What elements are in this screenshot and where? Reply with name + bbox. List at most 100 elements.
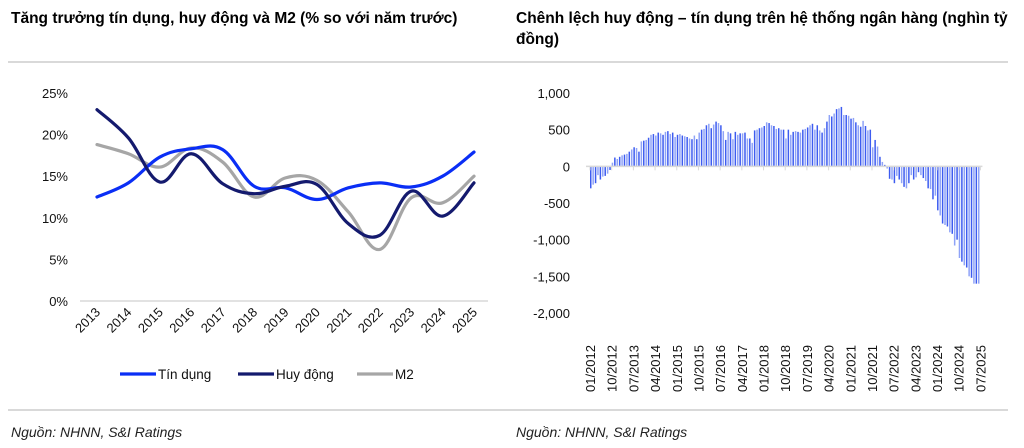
bar — [614, 157, 616, 167]
bar — [777, 128, 780, 167]
y-tick-label: -2,000 — [533, 306, 570, 321]
bar — [917, 166, 920, 173]
bar — [630, 149, 633, 167]
bar — [746, 138, 749, 167]
bar — [934, 166, 937, 196]
bar — [806, 127, 809, 167]
y-tick-label: -1,500 — [533, 269, 570, 284]
bar — [659, 133, 662, 167]
bar — [893, 166, 896, 184]
bar — [768, 123, 770, 167]
bar — [802, 129, 804, 167]
x-tick-label: 04/2023 — [908, 345, 923, 392]
bar — [910, 166, 913, 176]
bar — [946, 166, 949, 227]
bar — [676, 134, 679, 167]
bar — [664, 131, 667, 167]
bar — [840, 106, 843, 167]
bar — [688, 138, 691, 167]
bar — [965, 166, 968, 268]
bar — [643, 140, 645, 167]
bar — [590, 166, 592, 189]
y-tick-label: 25% — [42, 86, 68, 101]
bar — [912, 166, 915, 180]
bar — [621, 155, 623, 167]
x-tick-label: 01/2015 — [670, 345, 685, 392]
series-line-m2 — [95, 142, 476, 252]
bar — [833, 113, 835, 167]
bar — [970, 166, 973, 278]
bar — [647, 137, 650, 167]
legend-label: M2 — [395, 367, 414, 382]
bar — [667, 131, 669, 167]
bar — [604, 166, 606, 176]
series-line-tín-dụng — [95, 144, 476, 202]
bar — [949, 166, 951, 233]
x-tick-label: 04/2014 — [648, 345, 663, 392]
x-tick-label: 10/2015 — [691, 345, 706, 392]
bar — [773, 126, 775, 167]
bar — [640, 141, 643, 167]
y-tick-label: 0 — [563, 159, 570, 174]
right-chart-title: Chênh lệch huy động – tín dụng trên hệ t… — [516, 10, 1008, 48]
x-tick-label: 07/2013 — [626, 345, 641, 392]
bar — [799, 132, 802, 167]
y-tick-label: 5% — [49, 252, 68, 267]
bar — [898, 166, 900, 180]
bar — [739, 133, 741, 167]
bar — [973, 166, 975, 284]
bar — [751, 142, 753, 167]
x-tick-label: 04/2020 — [822, 345, 837, 392]
bar — [809, 125, 811, 167]
y-tick-label: 20% — [42, 128, 68, 143]
bar — [655, 135, 657, 167]
bar — [929, 166, 932, 190]
bar — [871, 147, 874, 167]
bar — [737, 134, 739, 167]
bar — [674, 137, 676, 167]
bar — [924, 166, 927, 181]
bar — [920, 166, 922, 176]
bar — [693, 135, 696, 167]
y-tick-label: -1,000 — [533, 233, 570, 248]
bar — [599, 166, 602, 180]
footer-divider — [8, 409, 1008, 411]
legend-label: Huy động — [276, 367, 334, 382]
bar — [862, 120, 864, 167]
x-tick-label: 10/2012 — [605, 345, 620, 392]
y-tick-label: 15% — [42, 169, 68, 184]
bar — [734, 131, 737, 167]
bar — [927, 166, 929, 189]
x-tick-label: 07/2019 — [800, 345, 815, 392]
bar — [765, 122, 768, 167]
bar — [874, 139, 876, 167]
bar — [638, 151, 640, 167]
bar — [722, 131, 725, 167]
bar — [831, 116, 833, 167]
bar — [941, 166, 944, 224]
bar — [838, 108, 840, 167]
left-chart-source: Nguồn: NHNN, S&I Ratings — [11, 424, 183, 440]
bar — [696, 139, 698, 167]
bar — [770, 125, 773, 167]
bar — [657, 132, 659, 167]
bar — [686, 137, 688, 167]
bar — [671, 132, 674, 167]
bar — [611, 162, 614, 167]
bar — [729, 133, 732, 167]
bar — [859, 126, 862, 167]
bar — [845, 115, 847, 167]
x-tick-label: 07/2016 — [713, 345, 728, 392]
bar — [792, 131, 794, 167]
x-tick-label: 04/2017 — [735, 345, 750, 392]
bar — [790, 134, 792, 167]
credit-deposit-m2-line-chart: 0%5%10%15%20%25%2013 2014 2015 2016 2017 2018… — [42, 86, 488, 382]
bar — [881, 161, 884, 167]
x-tick-label: 01/2024 — [930, 345, 945, 392]
right-chart-source: Nguồn: NHNN, S&I Ratings — [516, 424, 688, 440]
bar — [900, 166, 903, 184]
bar — [633, 147, 635, 167]
bar — [669, 134, 672, 167]
bar — [652, 134, 655, 167]
bar — [741, 133, 744, 167]
